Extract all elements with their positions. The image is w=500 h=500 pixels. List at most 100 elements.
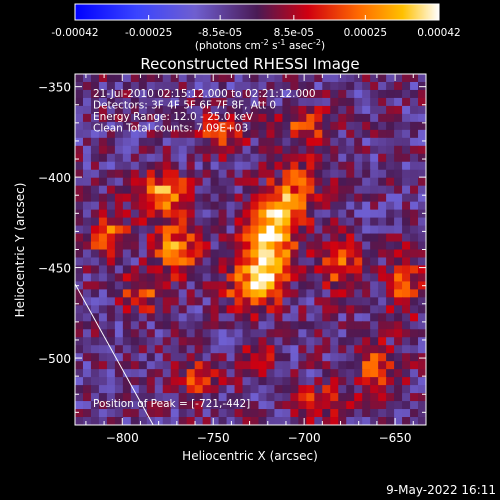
heatmap-cell [170,337,180,346]
heatmap-cell [266,209,276,219]
chart-title: Reconstructed RHESSI Image [140,55,359,73]
heatmap-cell [90,281,100,290]
solar-limb-line [75,283,154,425]
heatmap-cell [306,129,315,139]
heatmap-cell [370,233,379,243]
heatmap-cell [242,297,252,306]
heatmap-cell [322,393,331,402]
heatmap-cell [170,305,180,314]
y-axis: −350−400−450−500 [38,81,426,413]
heatmap-cell [418,329,426,338]
heatmap-cell [298,233,307,243]
heatmap-cell [298,369,307,378]
heatmap-cell [346,361,355,370]
heatmap-cell [354,89,363,99]
heatmap-cell [114,185,124,195]
heatmap-cell [75,345,84,354]
heatmap-cell [330,201,339,211]
heatmap-cell [210,329,220,338]
heatmap-cell [202,217,212,227]
heatmap-cell [114,353,124,362]
heatmap-cell [170,273,180,283]
heatmap-cell [130,233,140,243]
heatmap-cell [194,217,204,227]
heatmap-cell [218,105,228,115]
heatmap-cell [194,353,204,362]
heatmap-cell [146,217,156,227]
heatmap-cell [154,129,164,139]
heatmap-cell [330,273,339,283]
heatmap-cell [370,193,379,203]
heatmap-cell [170,145,180,155]
heatmap-cell [178,74,188,83]
heatmap-cell [330,121,339,131]
heatmap-cell [122,169,132,179]
heatmap-cell [90,361,100,370]
heatmap-cell [258,81,268,91]
heatmap-cell [194,249,204,259]
heatmap-cell [178,209,188,219]
heatmap-cell [330,241,339,251]
heatmap-cell [370,409,379,418]
heatmap-cell [394,193,403,203]
heatmap-cell [306,361,315,370]
heatmap-cell [202,89,212,99]
heatmap-cell [250,337,260,346]
heatmap-cell [75,289,84,298]
heatmap-cell [75,145,84,155]
heatmap-cell [258,137,268,147]
heatmap-cell [106,265,116,275]
heatmap-cell [226,361,236,370]
heatmap-cell [90,225,100,235]
heatmap-cell [282,161,291,171]
heatmap-cell [106,145,116,155]
heatmap-cell [170,401,180,410]
heatmap-cell [378,241,387,251]
heatmap-cell [186,177,196,187]
heatmap-cell [410,161,419,171]
heatmap-cell [298,161,307,171]
heatmap-cell [354,401,363,410]
heatmap-cell [210,161,220,171]
heatmap-cell [370,209,379,219]
heatmap-cell [330,161,339,171]
heatmap-cell [234,281,244,290]
heatmap-cell [410,297,419,306]
heatmap-cell [226,249,236,259]
heatmap-cell [314,129,323,139]
heatmap-cell [210,289,220,298]
heatmap-cell [210,393,220,402]
heatmap-cell [114,129,124,139]
heatmap-cell [362,129,371,139]
heatmap-cell [90,249,100,259]
heatmap-cell [330,74,339,83]
heatmap-cell [322,217,331,227]
heatmap-cell [306,217,315,227]
heatmap-cell [130,265,140,275]
heatmap-cell [202,337,212,346]
heatmap-cell [210,185,220,195]
heatmap-cell [194,137,204,147]
heatmap-cell [378,89,387,99]
heatmap-cell [402,361,411,370]
heatmap-cell [146,105,156,115]
heatmap-cell [98,369,108,378]
heatmap-cell [378,233,387,243]
heatmap-cell [346,257,355,267]
heatmap-cell [282,377,291,386]
heatmap-cell [178,113,188,123]
heatmap-cell [114,113,124,123]
heatmap-cell [386,209,395,219]
heatmap-cell [322,337,331,346]
heatmap-cell [258,193,268,203]
heatmap-cell [122,361,132,370]
heatmap-cell [378,313,387,322]
heatmap-cell [82,241,92,251]
heatmap-cell [322,129,331,139]
heatmap-cell [242,121,252,131]
heatmap-cell [290,81,299,91]
heatmap-cell [82,113,92,123]
heatmap-cell [370,281,379,290]
heatmap-cell [402,417,411,425]
